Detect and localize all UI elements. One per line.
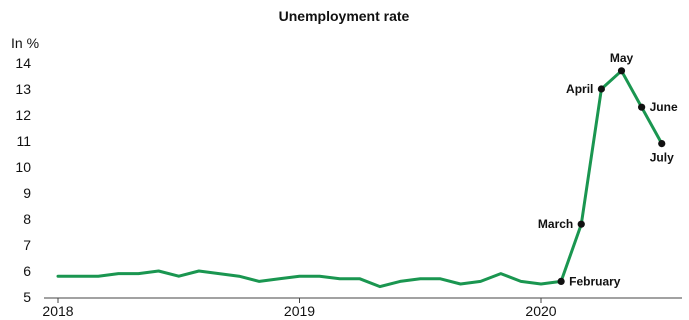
y-tick-label-6: 6 [23,263,31,279]
annotation-label-june: June [650,100,678,114]
annotation-label-may: May [610,51,634,65]
annotation-label-april: April [566,82,593,96]
y-tick-label-9: 9 [23,185,31,201]
point-marker-march [577,220,585,228]
y-tick-label-8: 8 [23,211,31,227]
y-tick-label-14: 14 [15,55,31,71]
annotation-label-february: February [569,274,621,288]
x-tick-label-2020: 2020 [525,303,556,319]
y-tick-label-5: 5 [23,289,31,305]
annotation-label-july: July [650,151,674,165]
annotation-layer: February March April May June July [538,51,678,289]
y-tick-label-10: 10 [15,159,31,175]
x-tick-label-2019: 2019 [284,303,315,319]
point-marker-june [638,103,646,111]
y-tick-label-11: 11 [16,133,31,149]
x-tick-label-2018: 2018 [42,303,73,319]
chart-title: Unemployment rate [279,8,410,24]
x-axis: 2018 2019 2020 [42,297,682,319]
point-marker-april [597,85,605,93]
y-axis-unit-label: In % [11,35,39,51]
point-marker-july [658,140,666,148]
y-tick-label-7: 7 [23,237,31,253]
series-layer [56,69,664,289]
point-marker-may [617,67,626,75]
annotation-label-march: March [538,217,573,231]
y-axis: 5 6 7 8 9 10 11 12 13 14 [15,55,31,305]
y-tick-label-12: 12 [15,107,31,123]
series-line-0 [56,69,664,289]
point-marker-february [557,277,565,285]
marker-layer [557,67,666,285]
y-tick-label-13: 13 [15,81,31,97]
